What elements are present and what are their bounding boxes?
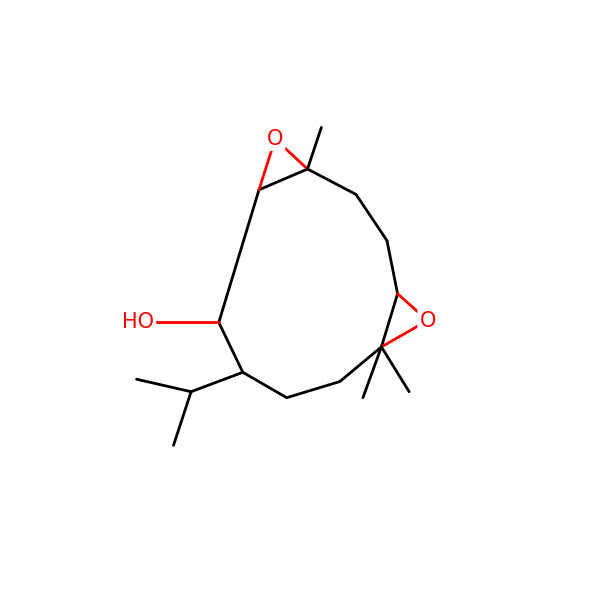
Text: HO: HO [122,313,154,332]
Text: O: O [267,129,283,149]
Text: O: O [419,311,436,331]
